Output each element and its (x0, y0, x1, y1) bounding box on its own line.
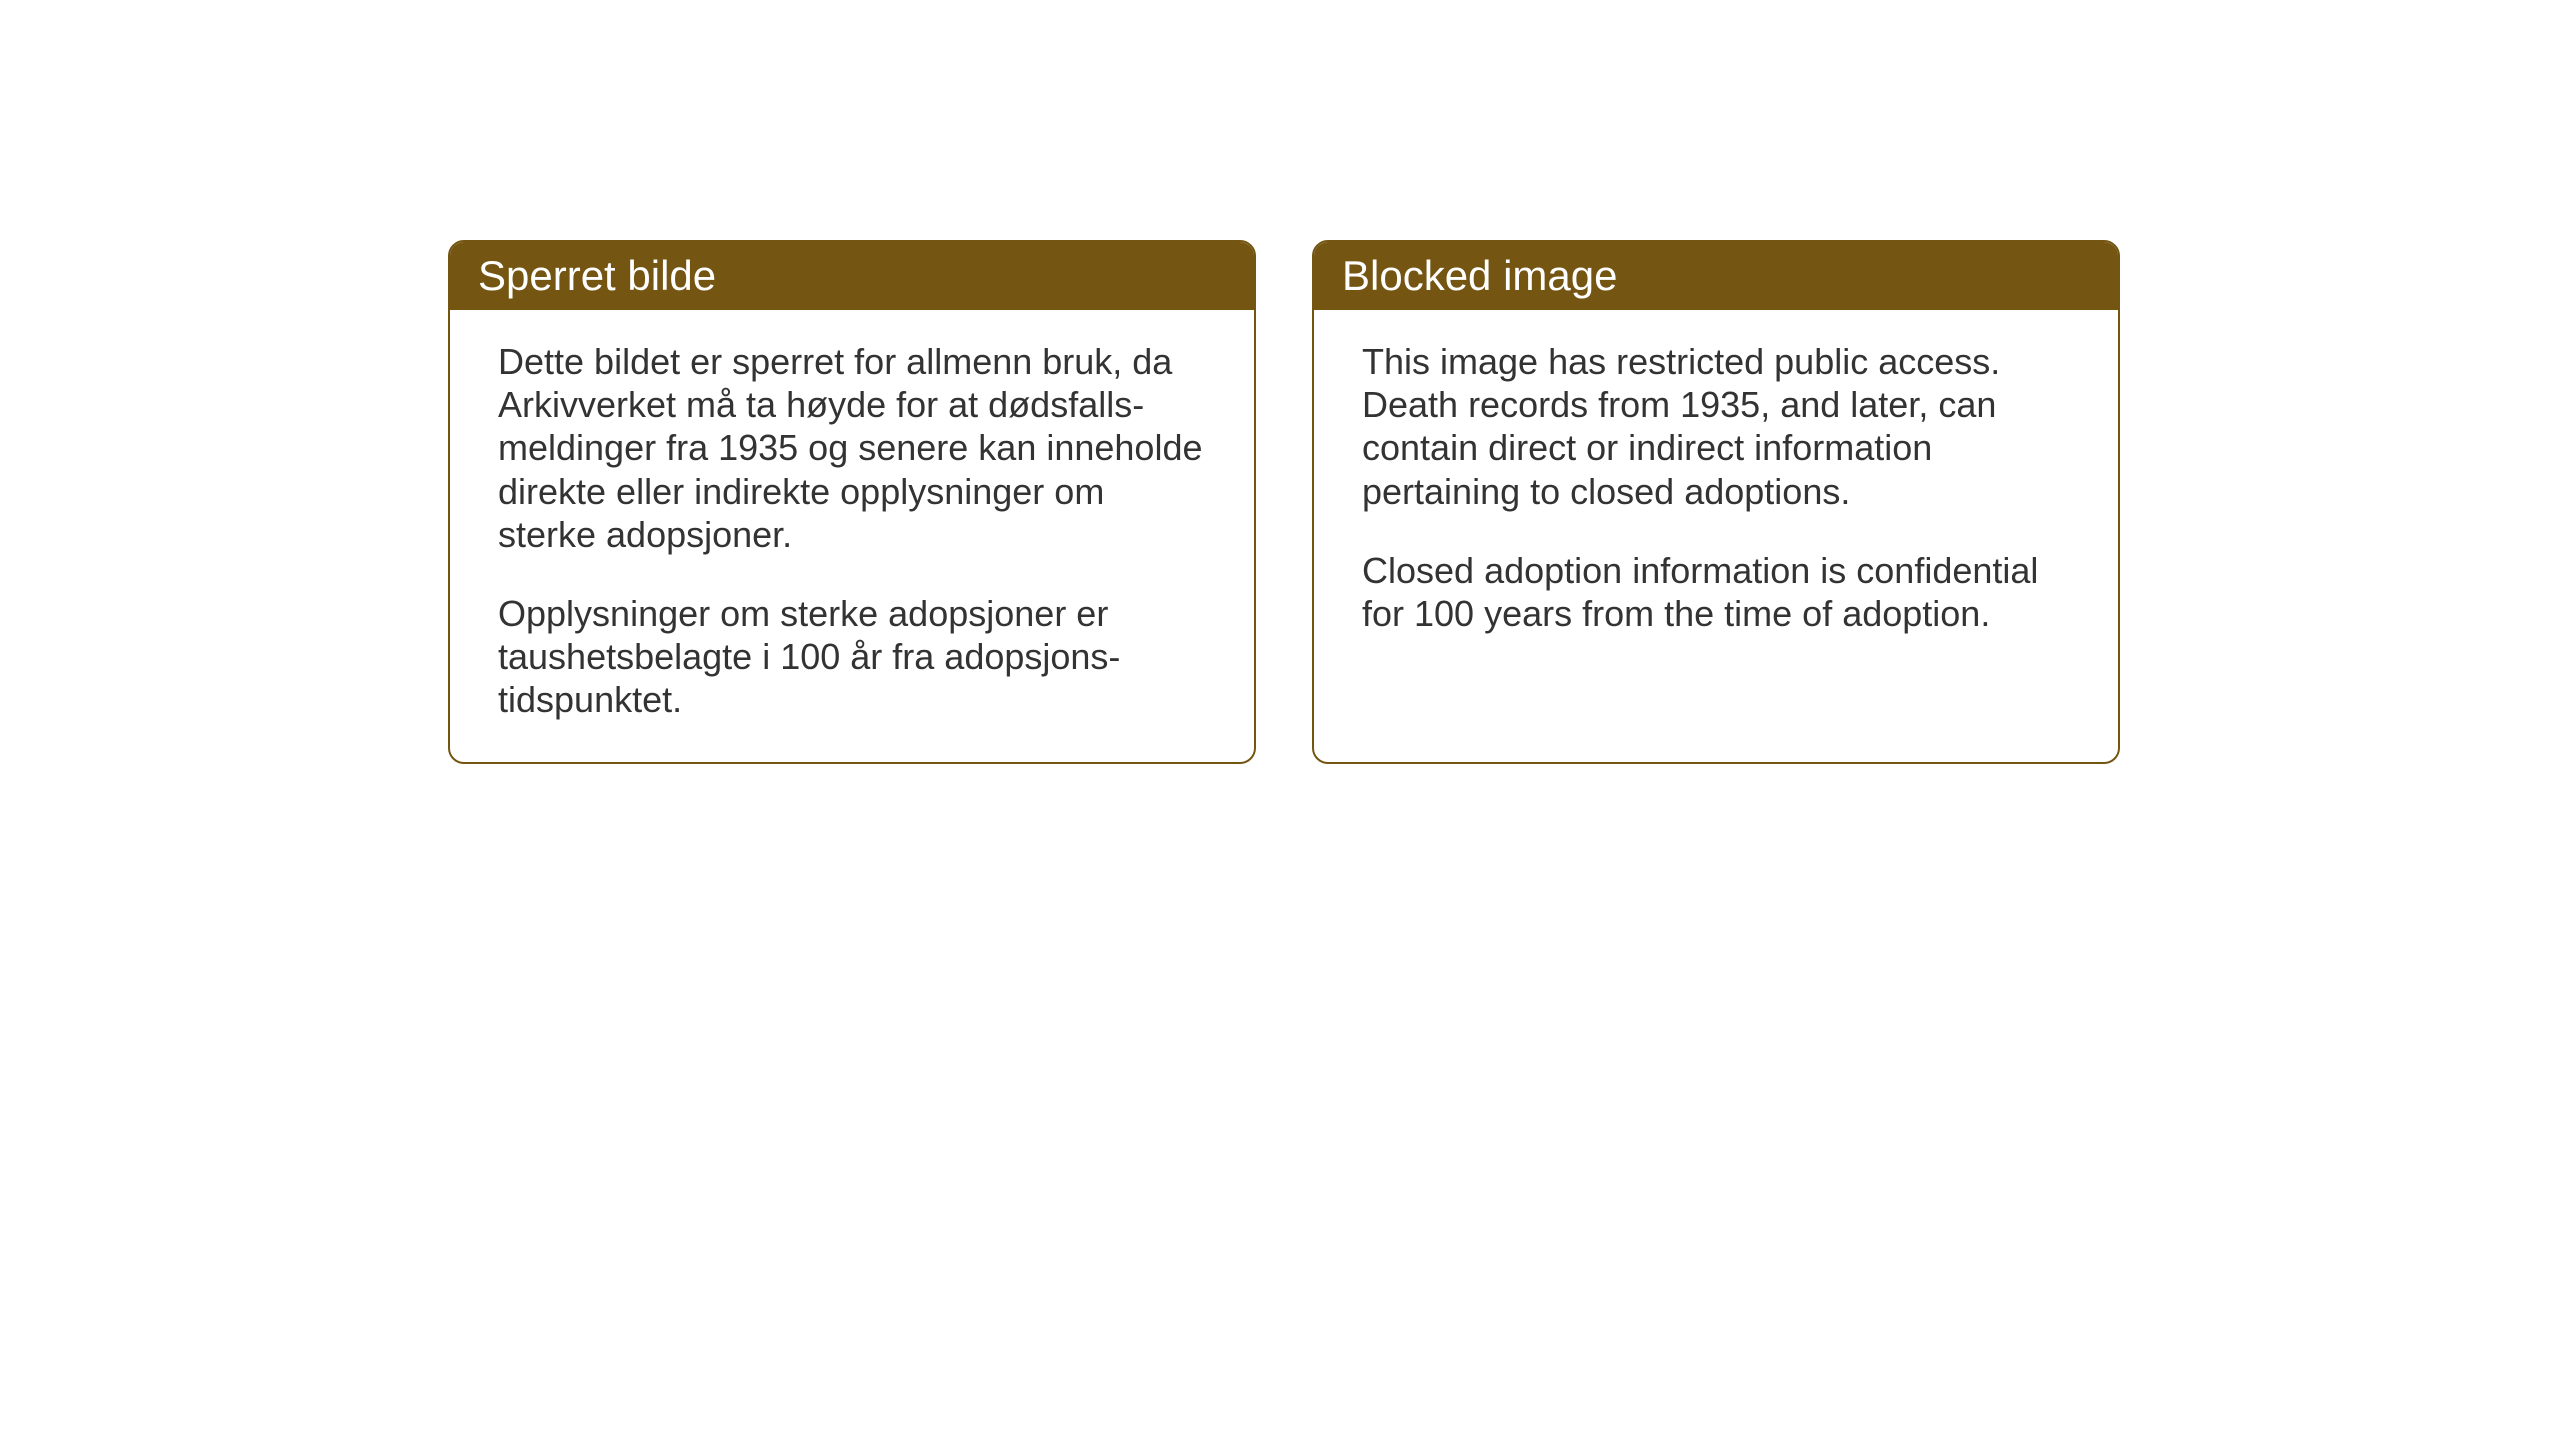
notice-paragraph: Closed adoption information is confident… (1362, 549, 2070, 635)
notice-box-english: Blocked image This image has restricted … (1312, 240, 2120, 764)
notice-header-norwegian: Sperret bilde (450, 242, 1254, 310)
notice-body-english: This image has restricted public access.… (1314, 310, 2118, 675)
notice-paragraph: Opplysninger om sterke adopsjoner er tau… (498, 592, 1206, 722)
notice-header-english: Blocked image (1314, 242, 2118, 310)
notice-paragraph: Dette bildet er sperret for allmenn bruk… (498, 340, 1206, 556)
notice-container: Sperret bilde Dette bildet er sperret fo… (448, 240, 2120, 764)
notice-body-norwegian: Dette bildet er sperret for allmenn bruk… (450, 310, 1254, 762)
notice-box-norwegian: Sperret bilde Dette bildet er sperret fo… (448, 240, 1256, 764)
notice-paragraph: This image has restricted public access.… (1362, 340, 2070, 513)
